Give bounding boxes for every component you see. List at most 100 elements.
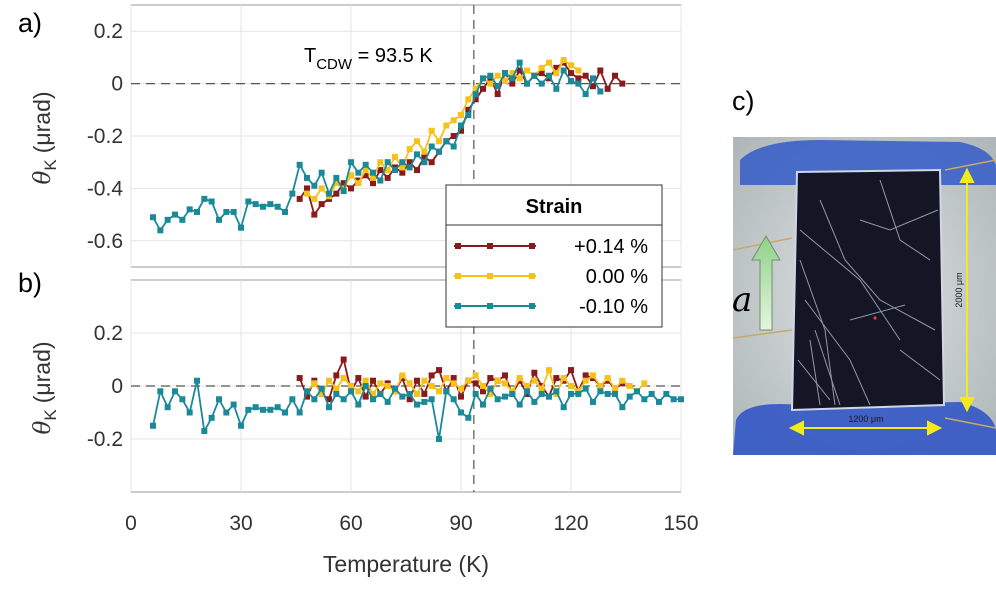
data-point xyxy=(428,127,435,134)
data-point xyxy=(472,390,479,397)
data-point xyxy=(362,383,369,389)
data-point xyxy=(318,201,325,208)
y-tick-label: 0.2 xyxy=(94,322,123,345)
data-point xyxy=(458,127,464,134)
dimension-lines xyxy=(788,167,975,436)
data-point xyxy=(641,396,648,403)
data-point xyxy=(509,70,516,77)
data-point xyxy=(384,174,391,181)
data-point xyxy=(619,404,626,411)
data-point xyxy=(311,211,318,218)
data-point xyxy=(230,401,237,408)
data-point xyxy=(238,422,244,429)
red-dot xyxy=(873,316,877,320)
data-point xyxy=(399,393,406,400)
data-point xyxy=(487,375,494,382)
data-point xyxy=(450,375,457,382)
data-point xyxy=(267,406,274,413)
data-point xyxy=(340,375,347,382)
data-point xyxy=(201,428,208,435)
legend: Strain +0.14 % 0.00 % -0.10 % xyxy=(445,184,663,328)
legend-marker xyxy=(487,243,493,249)
legend-marker xyxy=(487,273,493,279)
data-point xyxy=(377,159,384,166)
data-point xyxy=(582,372,589,379)
data-point xyxy=(494,83,501,90)
data-point xyxy=(458,385,464,392)
data-point xyxy=(348,159,354,166)
data-point xyxy=(421,153,428,160)
data-point xyxy=(399,372,406,379)
data-point xyxy=(472,96,479,103)
data-point xyxy=(604,85,611,92)
data-point xyxy=(538,64,545,71)
legend-items: +0.14 % 0.00 % -0.10 % xyxy=(454,236,648,318)
y-tick-label: -0.4 xyxy=(87,177,124,200)
legend-marker xyxy=(529,273,535,279)
data-point xyxy=(612,385,618,392)
data-point xyxy=(274,203,281,210)
panel-b-y-axis-title: θK(μrad) xyxy=(29,341,60,434)
width-dimension-label: 1200 μm xyxy=(848,414,883,424)
data-point xyxy=(472,372,479,379)
wire-right-top xyxy=(944,159,996,171)
data-point xyxy=(538,70,545,77)
data-point xyxy=(524,80,530,87)
data-point xyxy=(560,375,567,382)
data-point xyxy=(179,216,186,223)
data-point xyxy=(274,404,281,411)
data-point xyxy=(370,180,376,187)
data-point xyxy=(377,177,384,184)
data-point xyxy=(472,85,479,92)
legend-label: +0.14 % xyxy=(574,236,648,258)
legend-label: 0.00 % xyxy=(586,266,648,288)
data-point xyxy=(670,396,677,403)
data-point xyxy=(524,388,530,395)
x-tick-label: 0 xyxy=(125,512,137,535)
data-point xyxy=(590,75,596,82)
data-point xyxy=(494,377,501,384)
data-point xyxy=(509,390,516,397)
data-point xyxy=(582,385,589,392)
data-point xyxy=(509,80,516,87)
tcdw-annotation: TCDW = 93.5 K xyxy=(304,45,433,73)
data-point xyxy=(421,377,428,384)
x-tick-label: 90 xyxy=(449,512,472,535)
panel-a-series xyxy=(150,57,626,234)
data-point xyxy=(502,372,508,379)
data-point xyxy=(282,409,288,416)
data-point xyxy=(223,409,230,416)
data-point xyxy=(399,169,406,176)
data-point xyxy=(465,112,472,119)
data-point xyxy=(480,388,486,395)
data-point xyxy=(355,169,362,176)
data-point xyxy=(472,91,479,98)
data-point xyxy=(304,174,310,181)
data-point xyxy=(560,404,567,411)
data-point xyxy=(663,390,670,397)
data-point xyxy=(494,396,501,403)
data-point xyxy=(575,80,582,87)
data-point xyxy=(304,190,310,197)
data-point xyxy=(362,167,369,174)
data-point xyxy=(494,72,501,79)
data-point xyxy=(348,388,354,395)
data-point xyxy=(201,195,208,202)
data-point xyxy=(384,159,391,166)
data-point xyxy=(311,195,318,202)
panel-b-series xyxy=(150,356,684,442)
data-point xyxy=(384,398,391,405)
data-point xyxy=(531,398,538,405)
data-point xyxy=(406,390,413,397)
data-point xyxy=(260,203,266,210)
data-point xyxy=(245,198,252,205)
data-point xyxy=(340,356,347,363)
data-point xyxy=(516,75,523,82)
data-point xyxy=(487,80,494,87)
legend-title: Strain xyxy=(526,196,583,218)
data-point xyxy=(502,393,508,400)
data-point xyxy=(333,190,340,197)
data-point xyxy=(311,396,318,403)
data-point xyxy=(326,396,332,403)
data-point xyxy=(355,388,362,395)
